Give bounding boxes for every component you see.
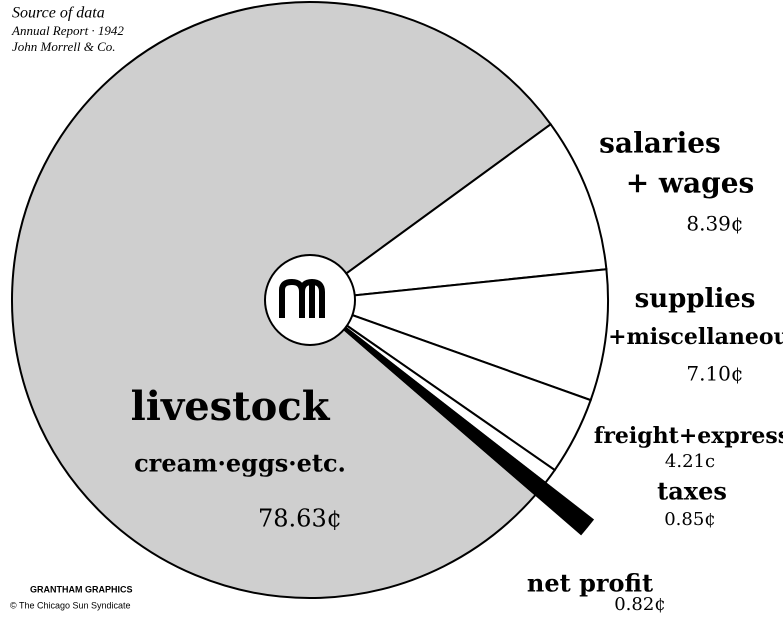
- source-line: John Morrell & Co.: [12, 39, 116, 54]
- pie-slice: [306, 122, 608, 302]
- category-label: supplies: [635, 284, 756, 314]
- logo-mark: [279, 278, 325, 318]
- category-label: taxes: [657, 477, 727, 506]
- value-label: 8.39¢: [686, 212, 743, 236]
- value-label: 78.63¢: [258, 505, 342, 533]
- category-label: freight+express: [594, 423, 783, 449]
- category-label: net profit: [527, 569, 653, 598]
- category-label: livestock: [131, 383, 331, 430]
- source-line: Annual Report · 1942: [11, 23, 124, 38]
- pie-slice: [309, 268, 609, 402]
- credit: GRANTHAM GRAPHICS: [30, 584, 133, 594]
- labels: livestock cream·eggs·etc. 78.63¢ salaries + …: [131, 127, 783, 616]
- source-line: Source of data: [12, 5, 105, 22]
- category-subtitle: + wages: [626, 167, 755, 200]
- category-subtitle: +miscellaneous: [608, 324, 783, 350]
- credit: © The Chicago Sun Syndicate: [10, 600, 131, 610]
- value-label: 0.82¢: [614, 594, 666, 615]
- category-label: salaries: [599, 127, 721, 160]
- value-label: 0.85¢: [664, 509, 716, 530]
- pie-slice: [309, 299, 595, 536]
- value-label: 4.21c: [665, 451, 715, 472]
- value-label: 7.10¢: [686, 362, 743, 386]
- category-subtitle: cream·eggs·etc.: [134, 449, 346, 478]
